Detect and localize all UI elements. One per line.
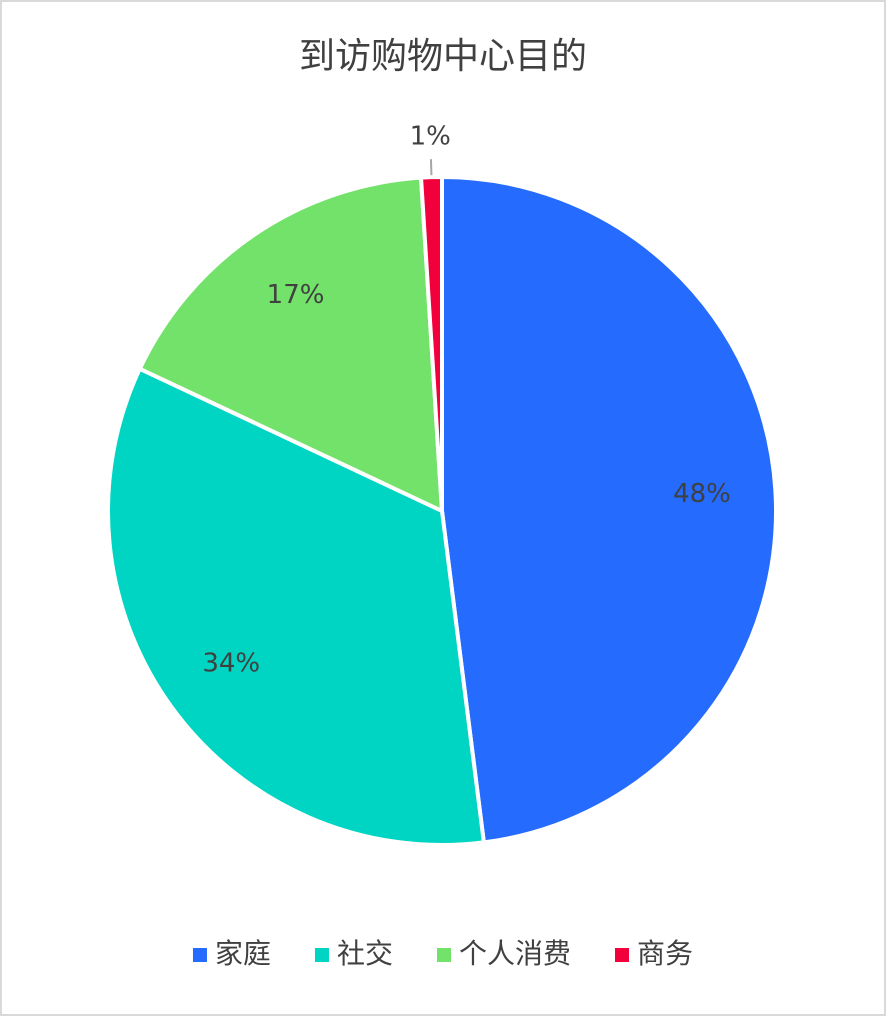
legend: 家庭 社交 个人消费 商务 — [192, 937, 693, 970]
legend-label: 家庭 — [215, 937, 271, 970]
pie-slice — [440, 174, 778, 845]
pie-slice — [418, 174, 444, 512]
legend-swatch — [437, 948, 451, 962]
legend-swatch — [615, 948, 630, 962]
legend-label: 社交 — [337, 937, 393, 970]
data-label: 34% — [202, 649, 260, 679]
data-label: 48% — [673, 479, 731, 509]
data-label: 17% — [267, 280, 325, 310]
chart-title: 到访购物中心目的 — [299, 36, 587, 77]
legend-swatch — [314, 948, 329, 962]
pie-slice — [137, 175, 445, 515]
leader-line — [429, 159, 433, 176]
data-label: 1% — [410, 122, 451, 152]
legend-label: 个人消费 — [459, 937, 571, 970]
legend-label: 商务 — [637, 937, 693, 970]
legend-swatch — [192, 948, 207, 962]
